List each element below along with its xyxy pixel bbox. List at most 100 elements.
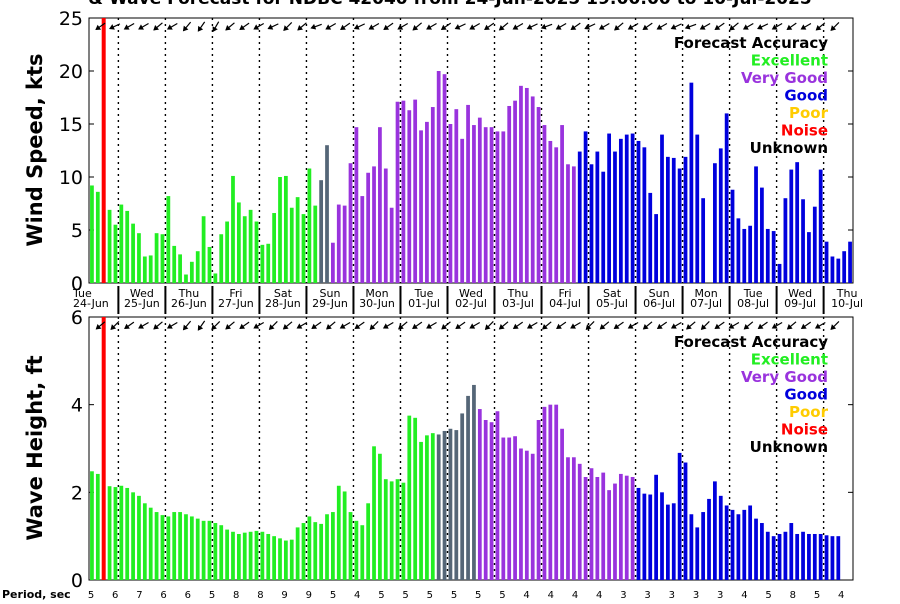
bar: [671, 157, 676, 283]
bar: [783, 198, 788, 283]
bar: [466, 104, 470, 283]
bar: [689, 514, 694, 580]
day-label-dow: Fri: [558, 287, 571, 300]
period-value: 6: [185, 590, 191, 600]
period-value: 5: [378, 590, 384, 600]
bar: [372, 166, 376, 283]
direction-arrow: [109, 23, 121, 30]
period-value: 5: [499, 590, 505, 600]
legend-item: Very Good: [741, 69, 828, 87]
day-label-date: 08-Jul: [737, 297, 769, 310]
bar: [436, 71, 441, 283]
bar: [501, 437, 506, 580]
bar: [354, 127, 359, 284]
bar: [765, 228, 770, 283]
bar: [348, 163, 353, 283]
direction-arrow: [670, 321, 682, 329]
bar: [654, 214, 658, 283]
bar: [754, 166, 758, 283]
direction-arrow: [830, 321, 840, 330]
direction-arrow: [512, 321, 524, 330]
y-axis-label: Wind Speed, kts: [23, 53, 47, 246]
bar: [460, 138, 465, 283]
bar: [289, 207, 294, 283]
direction-arrow: [110, 321, 120, 330]
bar: [225, 529, 229, 580]
bar: [666, 156, 670, 283]
bar: [748, 505, 753, 580]
bar: [219, 234, 224, 283]
bar: [331, 242, 335, 283]
bar: [760, 523, 764, 580]
wave-height-panel: Wave Height, ft 0 2 4 6 Forecast AccuracyExce…: [23, 307, 854, 592]
period-value: 4: [838, 590, 844, 600]
bar: [648, 192, 653, 283]
day-label-date: 26-Jun: [171, 297, 207, 310]
direction-arrow: [239, 22, 250, 31]
period-value: 3: [717, 590, 723, 600]
bar: [166, 516, 171, 580]
direction-arrow: [225, 22, 235, 31]
period-value: 4: [741, 590, 747, 600]
direction-arrow: [585, 321, 595, 330]
direction-arrow: [670, 23, 682, 30]
direction-arrow: [138, 321, 149, 329]
bar: [807, 232, 811, 283]
y-tick-label: 20: [59, 61, 83, 83]
bar: [666, 504, 670, 580]
period-value: 3: [644, 590, 650, 600]
bar: [771, 231, 776, 283]
bar: [342, 491, 347, 580]
bar: [724, 113, 729, 284]
legend-item: Good: [784, 386, 828, 404]
direction-arrow: [656, 22, 668, 30]
bar: [795, 533, 800, 580]
bar: [848, 241, 852, 283]
day-label-date: 30-Jun: [359, 297, 395, 310]
bar: [231, 175, 235, 283]
bar: [307, 516, 312, 580]
direction-arrow: [584, 23, 596, 30]
bar: [530, 453, 535, 580]
day-label-date: 05-Jul: [596, 297, 628, 310]
chart-title: & Wave Forecast for NDBC 42040 from 24-J…: [88, 0, 811, 9]
period-value: 5: [402, 590, 408, 600]
direction-arrow: [369, 321, 379, 330]
bar: [507, 437, 512, 580]
period-value: 5: [330, 590, 336, 600]
bar: [466, 395, 470, 580]
direction-arrow: [182, 320, 192, 331]
bar: [401, 482, 406, 580]
day-label-dow: Thu: [178, 287, 200, 300]
bar: [90, 185, 94, 283]
day-label-dow: Fri: [229, 287, 242, 300]
bar: [272, 213, 276, 283]
bar: [325, 514, 329, 580]
direction-arrow: [441, 321, 451, 330]
direction-arrow: [526, 321, 538, 329]
bar: [789, 169, 794, 283]
bar: [554, 147, 559, 283]
bar: [248, 531, 253, 580]
bar: [125, 210, 130, 283]
bar: [613, 151, 617, 283]
bar: [677, 452, 682, 580]
bar: [178, 254, 182, 283]
period-value: 5: [427, 590, 433, 600]
day-label-date: 06-Jul: [643, 297, 675, 310]
direction-arrow: [197, 320, 206, 331]
bar: [607, 133, 611, 283]
bar: [90, 471, 94, 580]
bar: [536, 420, 541, 580]
bar: [695, 527, 700, 580]
bar: [718, 148, 723, 283]
direction-arrow: [830, 22, 840, 31]
bar: [495, 411, 500, 580]
day-label-dow: Sun: [320, 287, 341, 300]
bar: [654, 474, 658, 580]
bar: [131, 223, 135, 283]
direction-arrow: [498, 321, 509, 330]
bar: [560, 428, 564, 580]
bar: [577, 463, 582, 580]
